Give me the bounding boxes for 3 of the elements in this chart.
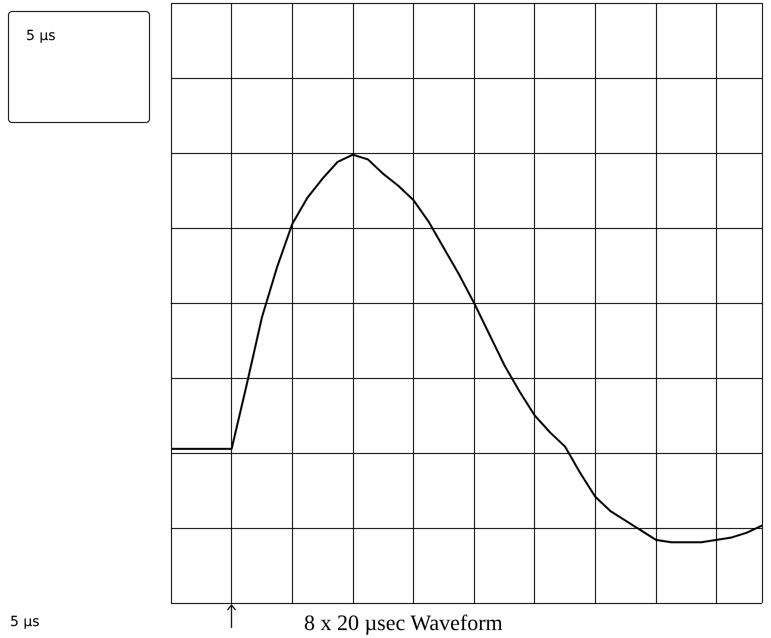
text: 5 µs [10,614,40,630]
text: 5 µs [26,28,56,44]
text: 8 x 20 µsec Waveform [304,610,503,636]
